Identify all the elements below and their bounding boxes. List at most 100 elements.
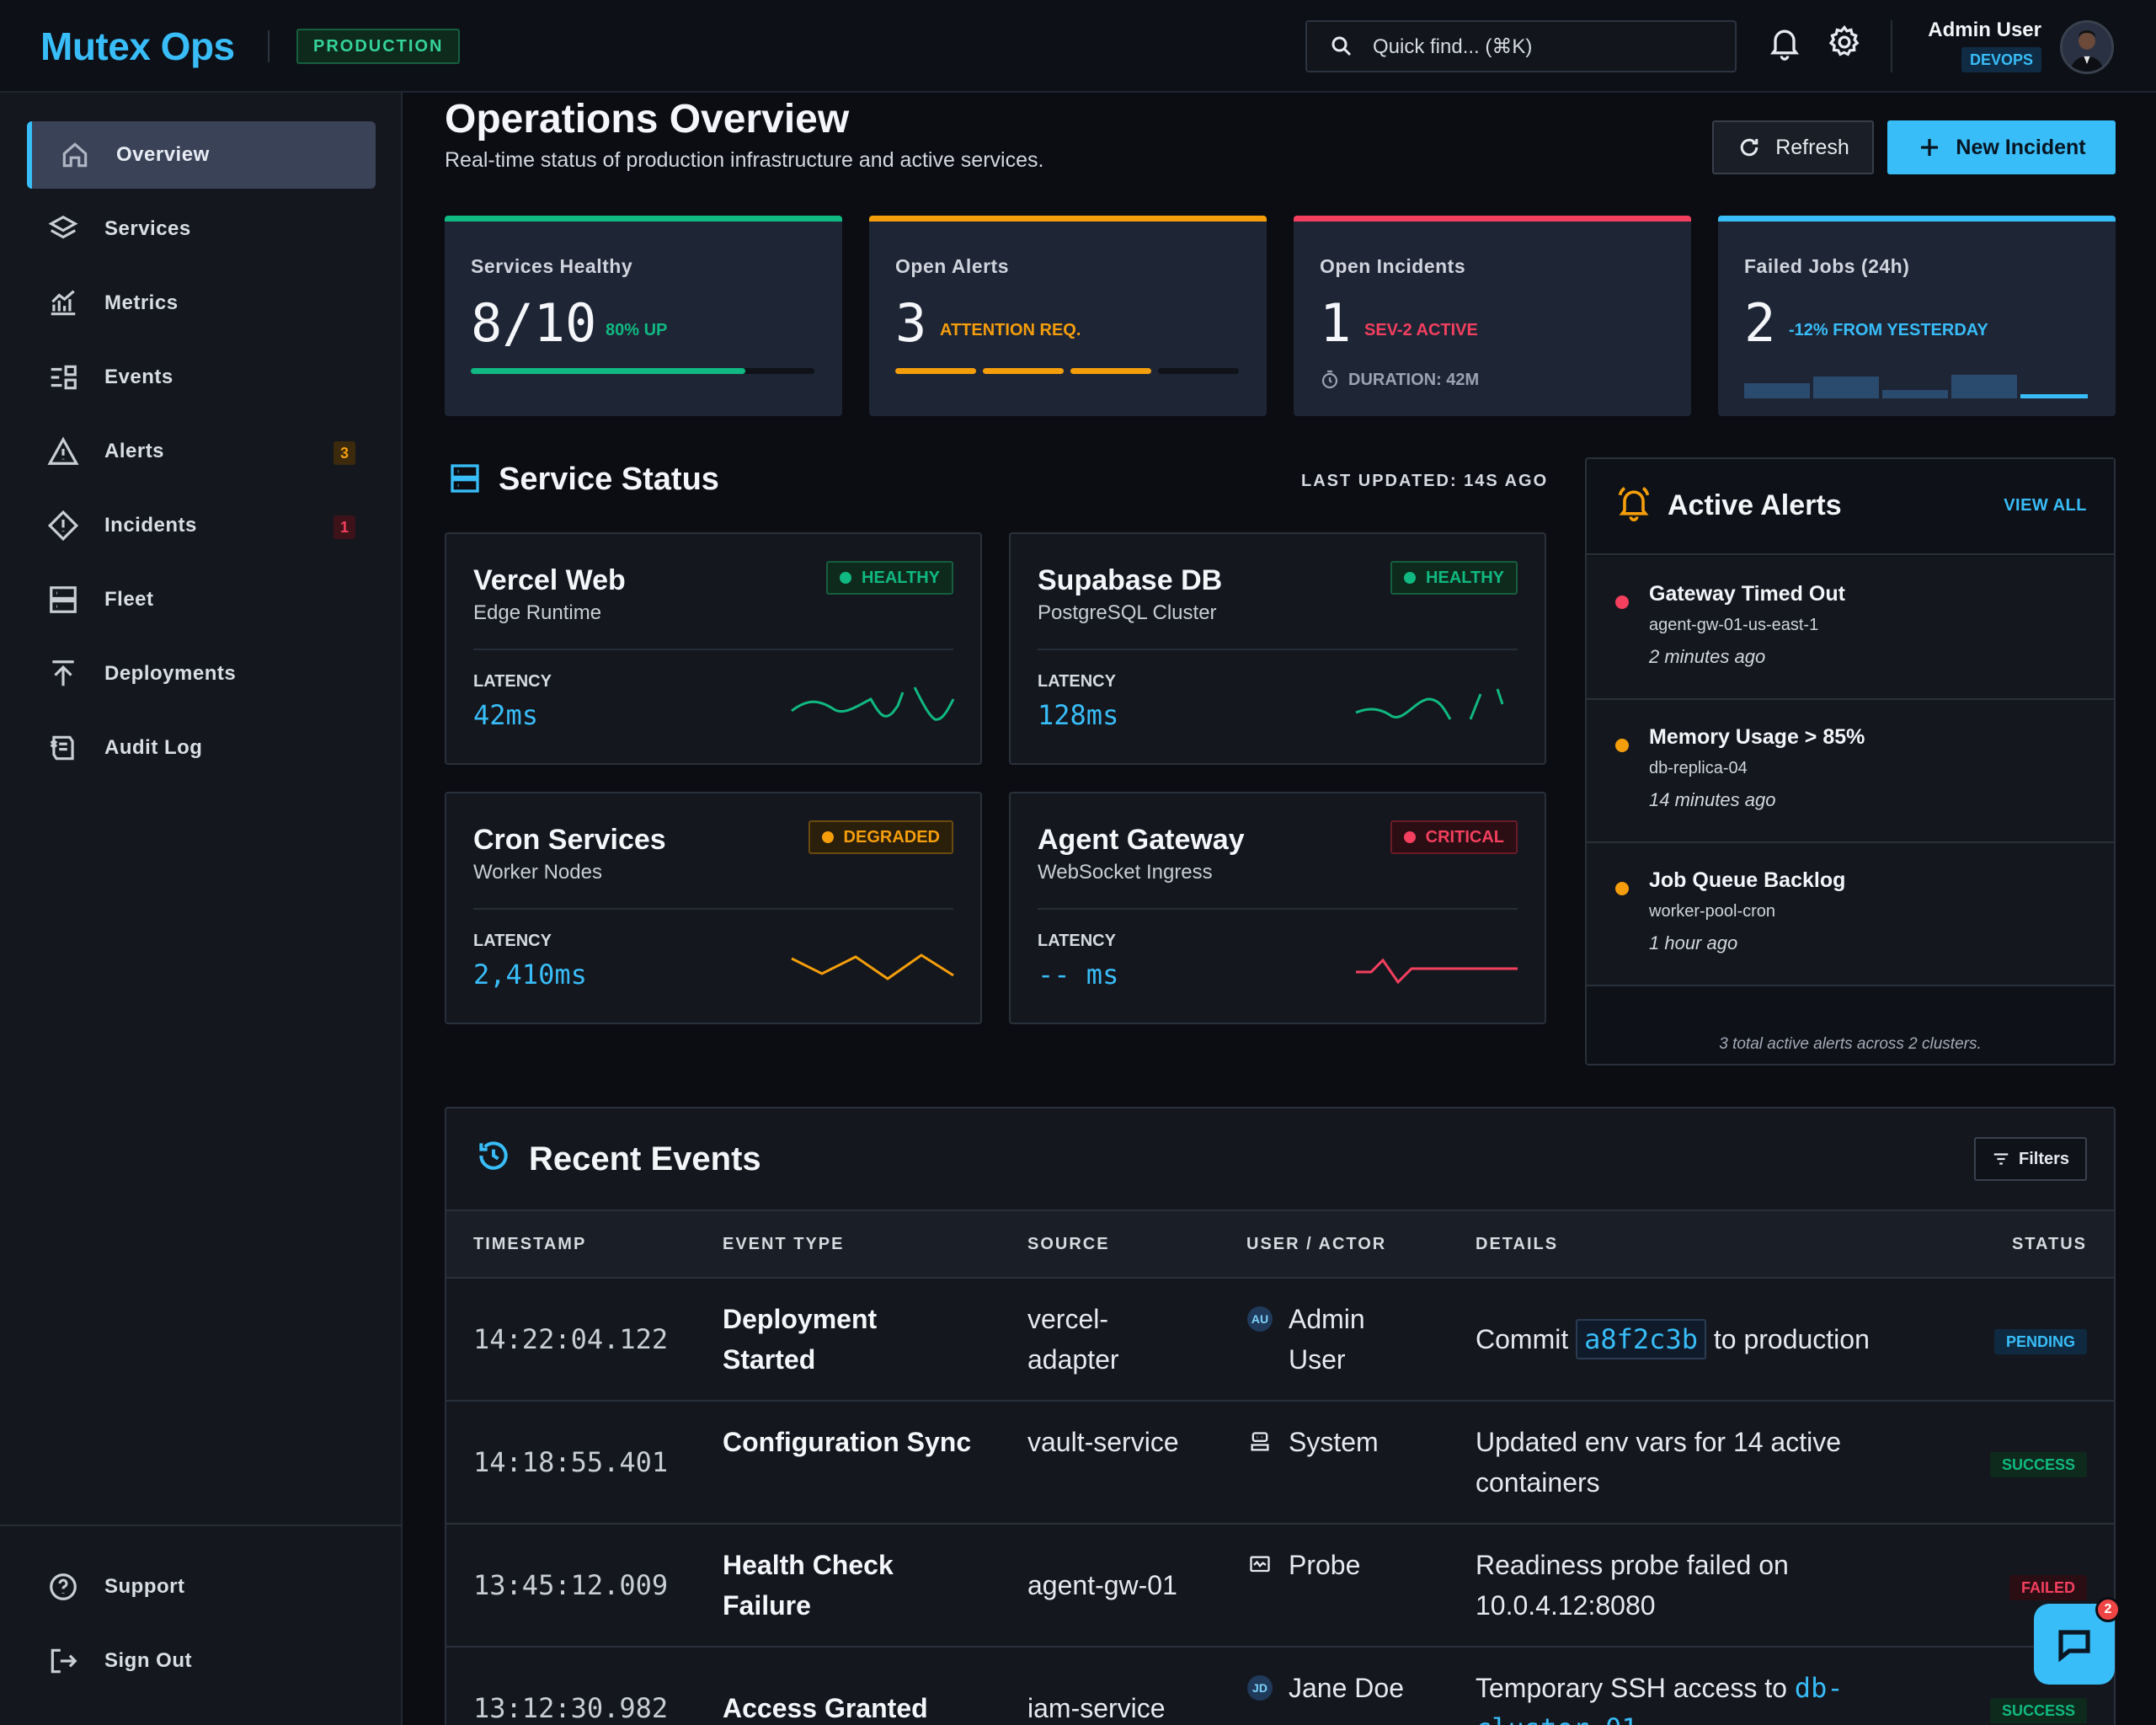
stat-note: ATTENTION REQ. (940, 321, 1081, 339)
column-header[interactable]: TIMESTAMP (473, 1235, 587, 1253)
search-input[interactable]: Quick find... (⌘K) (1305, 20, 1737, 72)
filters-button[interactable]: Filters (1974, 1137, 2087, 1181)
sidebar-item-label: Metrics (104, 291, 179, 314)
chat-icon (2058, 1630, 2090, 1663)
top-header: Mutex Ops PRODUCTION Quick find... (⌘K) … (0, 0, 2156, 93)
details-text: Commit (1476, 1324, 1569, 1354)
recent-events-panel: Recent Events Filters TIMESTAMP EVENT TY… (445, 1107, 2116, 1725)
sign-out-icon (51, 1648, 77, 1674)
event-timestamp: 13:45:12.009 (473, 1569, 669, 1601)
service-desc: Worker Nodes (473, 861, 602, 884)
latency-sparkline (791, 686, 955, 721)
sidebar-item-metrics[interactable]: Metrics (27, 270, 376, 337)
stat-card-failed-jobs[interactable]: Failed Jobs (24h) 2 -12% FROM YESTERDAY (1718, 216, 2116, 416)
sidebar-item-label: Services (104, 217, 191, 240)
sidebar-item-sign-out[interactable]: Sign Out (27, 1627, 376, 1695)
bell-icon[interactable] (1766, 24, 1803, 61)
sidebar-item-label: Fleet (104, 588, 154, 611)
sidebar-item-label: Incidents (104, 514, 197, 537)
service-card-supabase-db[interactable]: Supabase DB PostgreSQL Cluster HEALTHY L… (1009, 532, 1546, 765)
jobs-bar (1882, 390, 1948, 398)
card-divider (473, 908, 953, 910)
sidebar-item-audit-log[interactable]: Audit Log (27, 714, 376, 782)
status-text: HEALTHY (862, 568, 940, 587)
latency-label: LATENCY (1038, 932, 1116, 950)
card-divider (1038, 908, 1518, 910)
service-desc: Edge Runtime (473, 601, 602, 624)
status-badge: SUCCESS (1989, 1698, 2087, 1723)
service-status-title: Service Status (499, 462, 719, 497)
column-header[interactable]: STATUS (2011, 1235, 2087, 1253)
service-card-vercel-web[interactable]: Vercel Web Edge Runtime HEALTHY LATENCY … (445, 532, 982, 765)
timer-icon (1321, 370, 1338, 389)
gear-icon[interactable] (1826, 24, 1863, 61)
alert-item[interactable]: Memory Usage > 85% db-replica-04 14 minu… (1587, 700, 2114, 843)
sidebar-item-overview[interactable]: Overview (27, 121, 376, 189)
alert-item[interactable]: Gateway Timed Out agent-gw-01-us-east-1 … (1587, 557, 2114, 700)
filters-label: Filters (2018, 1149, 2070, 1168)
alerts-title: Active Alerts (1668, 489, 1842, 521)
latency-label: LATENCY (473, 932, 552, 950)
table-row[interactable]: 14:18:55.401 Configuration Sync vault-se… (446, 1402, 2114, 1525)
table-row[interactable]: 13:45:12.009 Health Check Failure agent-… (446, 1525, 2114, 1648)
details-text: to production (1713, 1324, 1870, 1354)
column-header[interactable]: SOURCE (1027, 1235, 1110, 1253)
status-badge: CRITICAL (1390, 820, 1518, 854)
health-progress-track (471, 368, 814, 374)
service-card-cron-services[interactable]: Cron Services Worker Nodes DEGRADED LATE… (445, 792, 982, 1024)
alerts-header: Active Alerts VIEW ALL (1587, 459, 2114, 555)
column-header[interactable]: USER / ACTOR (1246, 1235, 1387, 1253)
new-incident-button[interactable]: New Incident (1887, 120, 2116, 174)
column-header[interactable]: EVENT TYPE (723, 1235, 845, 1253)
diamond-alert-icon (47, 510, 79, 542)
chart-icon (51, 290, 76, 316)
status-badge: SUCCESS (1989, 1452, 2087, 1477)
app-logo[interactable]: Mutex Ops (40, 24, 235, 68)
view-all-link[interactable]: VIEW ALL (2004, 496, 2087, 515)
table-row[interactable]: 13:12:30.982 Access Granted iam-service … (446, 1648, 2114, 1725)
details-link[interactable]: db-cluster-01 (1476, 1672, 1844, 1725)
column-header[interactable]: DETAILS (1476, 1235, 1559, 1253)
refresh-icon (1741, 138, 1758, 157)
help-icon (50, 1573, 77, 1600)
user-name[interactable]: Admin User (1928, 19, 2041, 41)
stat-card-open-alerts[interactable]: Open Alerts 3 ATTENTION REQ. (869, 216, 1267, 416)
stat-value: 3 (895, 292, 927, 354)
sidebar-item-services[interactable]: Services (27, 195, 376, 263)
stat-label: Open Alerts (895, 255, 1010, 277)
stat-card-services-healthy[interactable]: Services Healthy 8/10 80% UP (445, 216, 842, 416)
event-details: Commit a8f2c3b to production (1476, 1319, 1913, 1359)
sidebar-item-fleet[interactable]: Fleet (27, 566, 376, 633)
sidebar-item-alerts[interactable]: Alerts 3 (27, 418, 376, 485)
sidebar-item-events[interactable]: Events (27, 344, 376, 411)
alert-source: worker-pool-cron (1649, 902, 1776, 921)
sidebar-item-deployments[interactable]: Deployments (27, 640, 376, 708)
sidebar-item-support[interactable]: Support (27, 1553, 376, 1621)
search-icon (1331, 36, 1352, 56)
jobs-bar-current (2020, 394, 2088, 398)
stat-note: SEV-2 ACTIVE (1364, 321, 1478, 339)
jobs-bar (1813, 377, 1879, 398)
refresh-button[interactable]: Refresh (1712, 120, 1874, 174)
alert-time: 1 hour ago (1649, 932, 1738, 953)
stat-card-open-incidents[interactable]: Open Incidents 1 SEV-2 ACTIVE DURATION: … (1294, 216, 1691, 416)
latency-sparkline (1356, 958, 1518, 985)
table-row[interactable]: 14:22:04.122 Deployment Started vercel-a… (446, 1279, 2114, 1402)
alerts-footer: 3 total active alerts across 2 clusters. (1719, 1035, 1982, 1053)
status-badge: PENDING (1993, 1329, 2087, 1354)
avatar[interactable] (2060, 20, 2114, 74)
latency-sparkline (1355, 688, 1504, 720)
alarm-bell-icon (1618, 487, 1650, 521)
sidebar-item-incidents[interactable]: Incidents 1 (27, 492, 376, 559)
health-progress-fill (471, 368, 746, 374)
header-divider (1891, 20, 1892, 72)
status-text: CRITICAL (1425, 827, 1504, 846)
service-card-agent-gateway[interactable]: Agent Gateway WebSocket Ingress CRITICAL… (1009, 792, 1546, 1024)
alert-dot (1615, 882, 1629, 895)
stat-note: 80% UP (606, 321, 668, 339)
events-title: Recent Events (529, 1140, 761, 1178)
alert-item[interactable]: Job Queue Backlog worker-pool-cron 1 hou… (1587, 843, 2114, 986)
status-badge: HEALTHY (826, 561, 953, 595)
commit-hash[interactable]: a8f2c3b (1576, 1319, 1706, 1359)
event-type: Access Granted (723, 1693, 928, 1723)
